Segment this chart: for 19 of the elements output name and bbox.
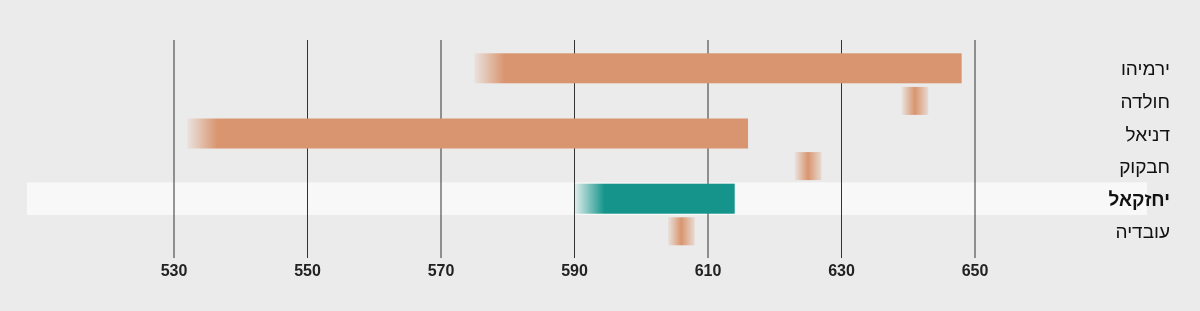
y-tick-label: ירמיהו — [1120, 58, 1170, 80]
bar — [187, 118, 749, 149]
x-tick-label: 550 — [294, 262, 321, 279]
y-tick-label: חבקוק — [1119, 156, 1170, 178]
y-tick-label: יחזקאל — [1108, 188, 1170, 210]
bar — [574, 183, 735, 214]
bar — [901, 86, 929, 115]
x-tick-label: 630 — [828, 262, 855, 279]
bar — [667, 217, 695, 246]
y-tick-label: עובדיה — [1115, 221, 1170, 243]
bar — [474, 53, 962, 84]
x-tick-label: 530 — [160, 262, 188, 279]
x-tick-label: 650 — [961, 262, 989, 279]
y-tick-label: דניאל — [1125, 123, 1171, 145]
y-tick-label: חולדה — [1120, 90, 1170, 112]
x-tick-label: 590 — [561, 262, 588, 279]
bar — [794, 152, 822, 181]
x-tick-label: 610 — [694, 262, 722, 279]
x-tick-label: 570 — [427, 262, 455, 279]
